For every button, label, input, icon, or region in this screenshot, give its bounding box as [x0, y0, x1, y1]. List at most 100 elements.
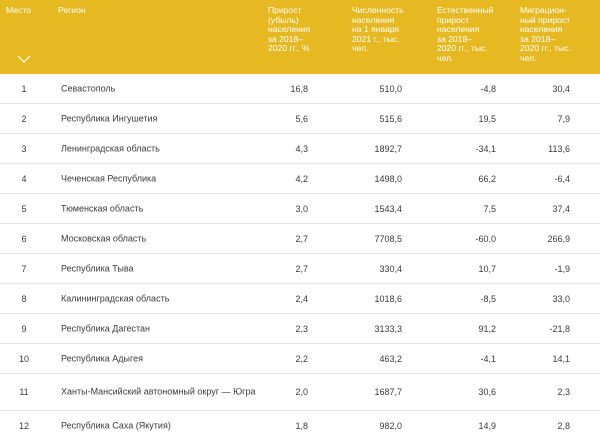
growth-cell: 16,8	[290, 83, 308, 94]
migration-growth-cell: 2,8	[557, 420, 570, 431]
region-cell: Республика Саха (Якутия)	[61, 419, 171, 430]
population-cell: 1543,4	[374, 203, 402, 214]
population-cell: 463,2	[379, 353, 402, 364]
region-cell: Республика Дагестан	[61, 322, 150, 333]
migration-growth-cell: 30,4	[552, 83, 570, 94]
migration-growth-cell: -1,9	[554, 263, 570, 274]
region-cell: Тюменская область	[61, 202, 144, 213]
population-cell: 510,0	[379, 83, 402, 94]
column-header-growth-label: Прирост (убыль) населения за 2018– 2020 …	[268, 5, 311, 54]
rank-cell: 12	[18, 420, 29, 431]
table-row: 7 Республика Тыва 2,7 330,4 10,7 -1,9	[0, 254, 600, 284]
migration-growth-cell: 2,3	[557, 387, 570, 397]
population-cell: 1687,7	[374, 387, 402, 397]
growth-cell: 3,0	[295, 203, 308, 214]
population-cell: 330,4	[379, 263, 402, 274]
column-header-population-label: Численность населения на 1 января 2021 г…	[352, 5, 404, 54]
region-cell: Севастополь	[61, 82, 116, 93]
column-header-growth[interactable]: Прирост (убыль) населения за 2018– 2020 …	[268, 5, 346, 54]
region-cell: Ханты-Мансийский автономный округ — Югра	[61, 386, 256, 397]
migration-growth-cell: 14,1	[552, 353, 570, 364]
growth-cell: 2,3	[295, 323, 308, 334]
migration-growth-cell: 266,9	[547, 233, 570, 244]
column-header-population[interactable]: Численность населения на 1 января 2021 г…	[352, 5, 432, 54]
natural-growth-cell: -60,0	[475, 233, 496, 244]
rank-cell: 6	[21, 233, 27, 244]
migration-growth-cell: -21,8	[549, 323, 570, 334]
growth-cell: 2,7	[295, 263, 308, 274]
growth-cell: 4,3	[295, 143, 308, 154]
table-row: 6 Московская область 2,7 7708,5 -60,0 26…	[0, 224, 600, 254]
natural-growth-cell: 91,2	[478, 323, 496, 334]
column-header-migration-growth[interactable]: Миграцион- ный прирост населения за 2018…	[520, 5, 600, 64]
migration-growth-cell: 7,9	[557, 113, 570, 124]
region-cell: Чеченская Республика	[61, 172, 157, 183]
table-row: 4 Чеченская Республика 4,2 1498,0 66,2 -…	[0, 164, 600, 194]
migration-growth-cell: 37,4	[552, 203, 570, 214]
table-body: 1 Севастополь 16,8 510,0 -4,8 30,4 2 Рес…	[0, 74, 600, 440]
population-cell: 982,0	[379, 420, 402, 431]
natural-growth-cell: 30,6	[478, 387, 496, 397]
population-cell: 1892,7	[374, 143, 402, 154]
rank-cell: 4	[21, 173, 27, 184]
table-row: 10 Республика Адыгея 2,2 463,2 -4,1 14,1	[0, 344, 600, 374]
natural-growth-cell: 19,5	[478, 113, 496, 124]
growth-cell: 4,2	[295, 173, 308, 184]
rank-cell: 2	[21, 113, 27, 124]
table-row: 12 Республика Саха (Якутия) 1,8 982,0 14…	[0, 411, 600, 440]
rank-cell: 5	[21, 203, 27, 214]
region-cell: Республика Тыва	[61, 262, 134, 273]
column-header-natural-growth-label: Естественный прирост населения за 2018– …	[437, 5, 494, 63]
population-cell: 3133,3	[374, 323, 402, 334]
table-row: 9 Республика Дагестан 2,3 3133,3 91,2 -2…	[0, 314, 600, 344]
column-header-region[interactable]: Регион	[58, 5, 86, 16]
migration-growth-cell: 113,6	[548, 143, 570, 154]
natural-growth-cell: 14,9	[478, 420, 496, 431]
population-cell: 515,6	[379, 113, 402, 124]
natural-growth-cell: -34,1	[475, 143, 496, 154]
table-row: 11 Ханты-Мансийский автономный округ — Ю…	[0, 374, 600, 411]
column-header-migration-growth-label: Миграцион- ный прирост населения за 2018…	[520, 5, 571, 63]
growth-cell: 5,6	[295, 113, 308, 124]
rank-cell: 1	[21, 83, 27, 94]
natural-growth-cell: -4,1	[480, 353, 496, 364]
migration-growth-cell: -6,4	[554, 173, 570, 184]
table-header: Место Регион Прирост (убыль) населения з…	[0, 0, 600, 74]
table-row: 1 Севастополь 16,8 510,0 -4,8 30,4	[0, 74, 600, 104]
table-row: 3 Ленинградская область 4,3 1892,7 -34,1…	[0, 134, 600, 164]
chevron-down-icon[interactable]	[17, 55, 31, 63]
population-cell: 1018,6	[374, 293, 402, 304]
column-header-natural-growth[interactable]: Естественный прирост населения за 2018– …	[437, 5, 517, 64]
population-cell: 1498,0	[374, 173, 402, 184]
natural-growth-cell: -4,8	[480, 83, 496, 94]
natural-growth-cell: -8,5	[480, 293, 496, 304]
region-cell: Московская область	[61, 232, 147, 243]
growth-cell: 2,4	[295, 293, 308, 304]
growth-cell: 2,7	[295, 233, 308, 244]
region-cell: Ленинградская область	[61, 142, 160, 153]
table-row: 5 Тюменская область 3,0 1543,4 7,5 37,4	[0, 194, 600, 224]
growth-cell: 1,8	[295, 420, 308, 431]
region-cell: Республика Ингушетия	[61, 112, 158, 123]
table-row: 2 Республика Ингушетия 5,6 515,6 19,5 7,…	[0, 104, 600, 134]
rank-cell: 8	[21, 293, 27, 304]
column-header-place[interactable]: Место	[6, 5, 31, 16]
growth-cell: 2,2	[295, 353, 308, 364]
table-row: 8 Калининградская область 2,4 1018,6 -8,…	[0, 284, 600, 314]
region-cell: Республика Адыгея	[61, 352, 143, 363]
migration-growth-cell: 33,0	[552, 293, 570, 304]
natural-growth-cell: 10,7	[478, 263, 496, 274]
population-cell: 7708,5	[374, 233, 402, 244]
rank-cell: 9	[21, 323, 27, 334]
natural-growth-cell: 7,5	[483, 203, 496, 214]
column-header-region-label: Регион	[58, 5, 86, 15]
region-cell: Калининградская область	[61, 292, 170, 303]
growth-cell: 2,0	[295, 387, 308, 397]
column-header-place-label: Место	[6, 5, 31, 15]
natural-growth-cell: 66,2	[478, 173, 496, 184]
rank-cell: 10	[18, 353, 29, 364]
rank-cell: 7	[21, 263, 27, 274]
rank-cell: 3	[21, 143, 27, 154]
rank-cell: 11	[19, 387, 29, 397]
